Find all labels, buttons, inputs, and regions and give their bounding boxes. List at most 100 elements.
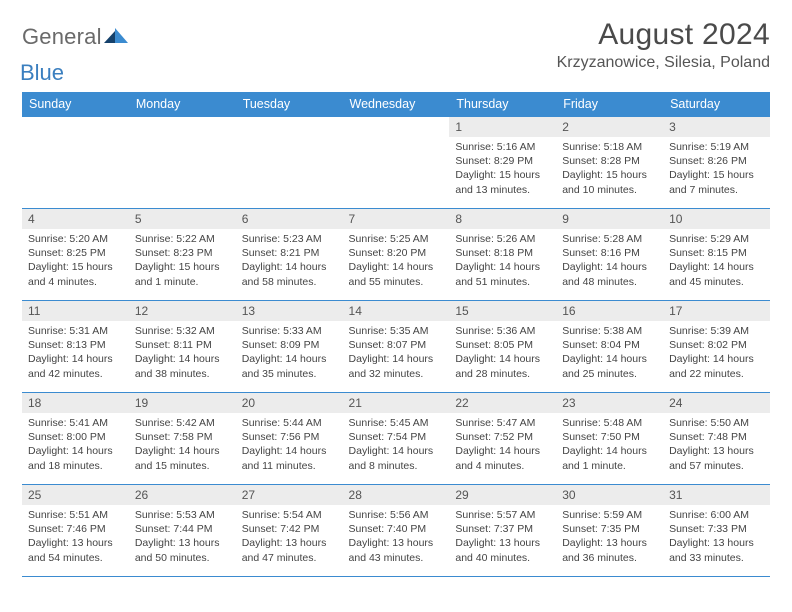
day-details: Sunrise: 5:51 AMSunset: 7:46 PMDaylight:… (22, 505, 129, 569)
col-saturday: Saturday (663, 92, 770, 117)
day-details: Sunrise: 5:41 AMSunset: 8:00 PMDaylight:… (22, 413, 129, 477)
col-thursday: Thursday (449, 92, 556, 117)
calendar-week: 4Sunrise: 5:20 AMSunset: 8:25 PMDaylight… (22, 209, 770, 301)
day-details: Sunrise: 5:31 AMSunset: 8:13 PMDaylight:… (22, 321, 129, 385)
calendar-cell: 23Sunrise: 5:48 AMSunset: 7:50 PMDayligh… (556, 393, 663, 485)
calendar-cell: 10Sunrise: 5:29 AMSunset: 8:15 PMDayligh… (663, 209, 770, 301)
day-details: Sunrise: 5:26 AMSunset: 8:18 PMDaylight:… (449, 229, 556, 293)
calendar-cell: 27Sunrise: 5:54 AMSunset: 7:42 PMDayligh… (236, 485, 343, 577)
calendar-cell: 17Sunrise: 5:39 AMSunset: 8:02 PMDayligh… (663, 301, 770, 393)
calendar-week: 11Sunrise: 5:31 AMSunset: 8:13 PMDayligh… (22, 301, 770, 393)
logo: General (22, 18, 132, 50)
calendar-cell: 11Sunrise: 5:31 AMSunset: 8:13 PMDayligh… (22, 301, 129, 393)
day-details: Sunrise: 5:54 AMSunset: 7:42 PMDaylight:… (236, 505, 343, 569)
day-details: Sunrise: 5:50 AMSunset: 7:48 PMDaylight:… (663, 413, 770, 477)
calendar-body: ........1Sunrise: 5:16 AMSunset: 8:29 PM… (22, 117, 770, 577)
day-number: 23 (556, 393, 663, 413)
calendar-cell: 31Sunrise: 6:00 AMSunset: 7:33 PMDayligh… (663, 485, 770, 577)
day-number: 30 (556, 485, 663, 505)
calendar-week: ........1Sunrise: 5:16 AMSunset: 8:29 PM… (22, 117, 770, 209)
calendar-table: Sunday Monday Tuesday Wednesday Thursday… (22, 92, 770, 577)
page: General August 2024 Krzyzanowice, Silesi… (0, 0, 792, 587)
col-wednesday: Wednesday (343, 92, 450, 117)
title-wrap: August 2024 Krzyzanowice, Silesia, Polan… (557, 18, 770, 72)
day-number: 25 (22, 485, 129, 505)
calendar-cell: 9Sunrise: 5:28 AMSunset: 8:16 PMDaylight… (556, 209, 663, 301)
calendar-cell: 19Sunrise: 5:42 AMSunset: 7:58 PMDayligh… (129, 393, 236, 485)
calendar-cell: 12Sunrise: 5:32 AMSunset: 8:11 PMDayligh… (129, 301, 236, 393)
day-number: 11 (22, 301, 129, 321)
day-details: Sunrise: 5:42 AMSunset: 7:58 PMDaylight:… (129, 413, 236, 477)
day-number: 9 (556, 209, 663, 229)
day-details: Sunrise: 5:20 AMSunset: 8:25 PMDaylight:… (22, 229, 129, 293)
calendar-cell: 3Sunrise: 5:19 AMSunset: 8:26 PMDaylight… (663, 117, 770, 209)
calendar-cell: 16Sunrise: 5:38 AMSunset: 8:04 PMDayligh… (556, 301, 663, 393)
day-details: Sunrise: 5:48 AMSunset: 7:50 PMDaylight:… (556, 413, 663, 477)
calendar-cell: 22Sunrise: 5:47 AMSunset: 7:52 PMDayligh… (449, 393, 556, 485)
calendar-cell: 8Sunrise: 5:26 AMSunset: 8:18 PMDaylight… (449, 209, 556, 301)
day-number: 10 (663, 209, 770, 229)
day-details: Sunrise: 5:47 AMSunset: 7:52 PMDaylight:… (449, 413, 556, 477)
day-number: 24 (663, 393, 770, 413)
day-number: 1 (449, 117, 556, 137)
calendar-cell: 4Sunrise: 5:20 AMSunset: 8:25 PMDaylight… (22, 209, 129, 301)
calendar-cell: 29Sunrise: 5:57 AMSunset: 7:37 PMDayligh… (449, 485, 556, 577)
day-number: 13 (236, 301, 343, 321)
day-details: Sunrise: 5:57 AMSunset: 7:37 PMDaylight:… (449, 505, 556, 569)
day-details: Sunrise: 5:56 AMSunset: 7:40 PMDaylight:… (343, 505, 450, 569)
day-details: Sunrise: 5:16 AMSunset: 8:29 PMDaylight:… (449, 137, 556, 201)
day-number: 2 (556, 117, 663, 137)
day-number: 27 (236, 485, 343, 505)
day-number: 5 (129, 209, 236, 229)
day-number: 7 (343, 209, 450, 229)
calendar-cell: 26Sunrise: 5:53 AMSunset: 7:44 PMDayligh… (129, 485, 236, 577)
calendar-cell: 2Sunrise: 5:18 AMSunset: 8:28 PMDaylight… (556, 117, 663, 209)
calendar-week: 18Sunrise: 5:41 AMSunset: 8:00 PMDayligh… (22, 393, 770, 485)
calendar-cell: 18Sunrise: 5:41 AMSunset: 8:00 PMDayligh… (22, 393, 129, 485)
day-details: Sunrise: 5:38 AMSunset: 8:04 PMDaylight:… (556, 321, 663, 385)
day-number: 20 (236, 393, 343, 413)
day-details: Sunrise: 5:32 AMSunset: 8:11 PMDaylight:… (129, 321, 236, 385)
day-details: Sunrise: 5:29 AMSunset: 8:15 PMDaylight:… (663, 229, 770, 293)
calendar-cell: .. (343, 117, 450, 209)
calendar-cell: .. (129, 117, 236, 209)
calendar-cell: 30Sunrise: 5:59 AMSunset: 7:35 PMDayligh… (556, 485, 663, 577)
day-number: 17 (663, 301, 770, 321)
day-number: 26 (129, 485, 236, 505)
calendar-cell: 7Sunrise: 5:25 AMSunset: 8:20 PMDaylight… (343, 209, 450, 301)
day-details: Sunrise: 5:36 AMSunset: 8:05 PMDaylight:… (449, 321, 556, 385)
logo-text-general: General (22, 24, 102, 50)
calendar-cell: 6Sunrise: 5:23 AMSunset: 8:21 PMDaylight… (236, 209, 343, 301)
calendar-cell: 28Sunrise: 5:56 AMSunset: 7:40 PMDayligh… (343, 485, 450, 577)
day-number: 22 (449, 393, 556, 413)
day-number: 4 (22, 209, 129, 229)
day-details: Sunrise: 6:00 AMSunset: 7:33 PMDaylight:… (663, 505, 770, 569)
day-details: Sunrise: 5:23 AMSunset: 8:21 PMDaylight:… (236, 229, 343, 293)
day-number: 16 (556, 301, 663, 321)
day-details: Sunrise: 5:44 AMSunset: 7:56 PMDaylight:… (236, 413, 343, 477)
day-number: 19 (129, 393, 236, 413)
day-details: Sunrise: 5:53 AMSunset: 7:44 PMDaylight:… (129, 505, 236, 569)
day-details: Sunrise: 5:28 AMSunset: 8:16 PMDaylight:… (556, 229, 663, 293)
calendar-cell: .. (22, 117, 129, 209)
calendar-cell: 5Sunrise: 5:22 AMSunset: 8:23 PMDaylight… (129, 209, 236, 301)
calendar-cell: 14Sunrise: 5:35 AMSunset: 8:07 PMDayligh… (343, 301, 450, 393)
calendar-cell: 15Sunrise: 5:36 AMSunset: 8:05 PMDayligh… (449, 301, 556, 393)
day-number: 21 (343, 393, 450, 413)
calendar-cell: 1Sunrise: 5:16 AMSunset: 8:29 PMDaylight… (449, 117, 556, 209)
month-title: August 2024 (557, 18, 770, 52)
calendar-cell: 20Sunrise: 5:44 AMSunset: 7:56 PMDayligh… (236, 393, 343, 485)
day-number: 14 (343, 301, 450, 321)
day-details: Sunrise: 5:18 AMSunset: 8:28 PMDaylight:… (556, 137, 663, 201)
day-details: Sunrise: 5:25 AMSunset: 8:20 PMDaylight:… (343, 229, 450, 293)
col-tuesday: Tuesday (236, 92, 343, 117)
col-monday: Monday (129, 92, 236, 117)
col-sunday: Sunday (22, 92, 129, 117)
logo-text-blue: Blue (20, 60, 64, 85)
day-details: Sunrise: 5:22 AMSunset: 8:23 PMDaylight:… (129, 229, 236, 293)
calendar-cell: .. (236, 117, 343, 209)
day-number: 28 (343, 485, 450, 505)
calendar-cell: 24Sunrise: 5:50 AMSunset: 7:48 PMDayligh… (663, 393, 770, 485)
day-number: 15 (449, 301, 556, 321)
day-details: Sunrise: 5:33 AMSunset: 8:09 PMDaylight:… (236, 321, 343, 385)
